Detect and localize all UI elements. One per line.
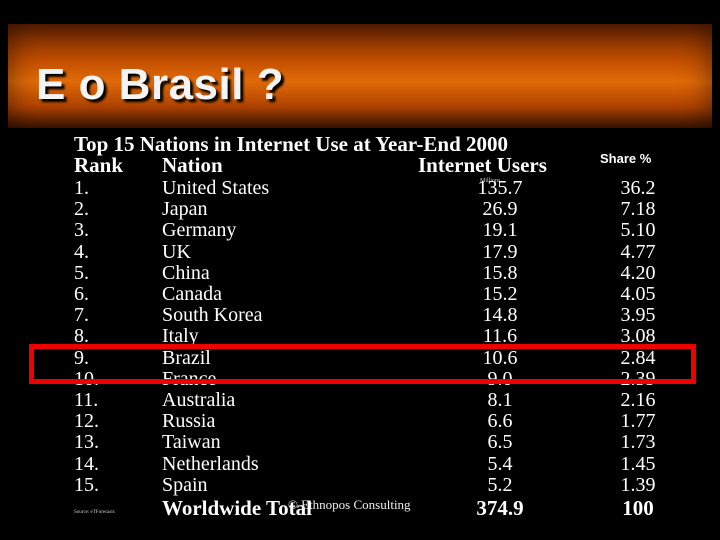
users-cell: 17.9 — [482, 240, 518, 263]
nation-cell: Canada — [162, 283, 222, 305]
share-cell: 2.84 — [620, 346, 656, 369]
column-header-nation: Nation — [162, 153, 223, 177]
users-cell: 6.5 — [487, 431, 513, 454]
table-row: 12. Russia 6.6 1.77 — [0, 411, 720, 432]
share-cell: 1.39 — [620, 473, 656, 496]
share-cell: 4.20 — [620, 261, 656, 284]
users-cell: 8.1 — [487, 389, 513, 411]
copyright-note: © Ethnopos Consulting — [288, 497, 411, 512]
total-label: Worldwide Total — [162, 496, 312, 520]
rank-cell: 7. — [74, 304, 89, 327]
share-cell: 2.39 — [620, 367, 656, 390]
rank-cell: 15. — [74, 473, 99, 496]
table-row: 3. Germany 19.1 5.10 — [0, 220, 720, 241]
column-header-rank: Rank — [74, 153, 124, 177]
brazil-highlight-box — [29, 344, 696, 384]
title-banner — [8, 24, 712, 128]
users-cell: 19.1 — [482, 219, 518, 242]
slide-title: E o Brasil ? — [36, 60, 285, 109]
nation-cell: Japan — [162, 198, 208, 221]
table-row: 11. Australia 8.1 2.16 — [0, 390, 720, 411]
users-cell: 5.4 — [487, 452, 513, 475]
table-row: 8. Italy 11.6 3.08 — [0, 326, 720, 347]
nation-cell: UK — [162, 240, 191, 263]
nation-cell: Germany — [162, 219, 237, 242]
nation-cell: United States — [162, 177, 270, 199]
rank-cell: 11. — [74, 389, 99, 411]
rank-cell: 6. — [74, 283, 89, 305]
users-cell: 15.8 — [482, 261, 518, 284]
table-row: 1. United States 135.7 36.2 — [0, 178, 720, 199]
share-cell: 7.18 — [620, 198, 656, 221]
rank-cell: 8. — [74, 325, 89, 348]
rank-cell: 1. — [74, 177, 89, 199]
users-cell: 26.9 — [482, 198, 518, 221]
rank-cell: 2. — [74, 198, 89, 221]
nation-cell: Russia — [162, 410, 216, 433]
share-cell: 3.95 — [620, 304, 656, 327]
users-cell: 11.6 — [482, 325, 518, 348]
rank-cell: 9. — [74, 346, 89, 369]
table-row: 9. Brazil 10.6 2.84 — [0, 346, 720, 369]
total-users: 374.9 — [476, 496, 524, 520]
rank-cell: 12. — [74, 410, 99, 433]
column-header-users: Internet Users — [418, 153, 547, 177]
users-cell: 6.6 — [487, 410, 513, 433]
nation-cell: Italy — [162, 325, 199, 348]
nation-cell: Spain — [162, 473, 208, 496]
nation-cell: China — [162, 261, 210, 284]
share-cell: 4.77 — [620, 240, 656, 263]
share-cell: 3.08 — [620, 325, 656, 348]
rank-cell: 5. — [74, 261, 89, 284]
table-row: 6. Canada 15.2 4.05 — [0, 284, 720, 305]
share-cell: 1.45 — [620, 452, 656, 475]
source-note: Source: eTForecasts — [74, 510, 115, 515]
table-row: 7. South Korea 14.8 3.95 — [0, 305, 720, 326]
share-cell: 1.77 — [620, 410, 656, 433]
users-cell: 10.6 — [482, 346, 518, 369]
total-share: 100 — [622, 496, 654, 520]
share-cell: 4.05 — [620, 283, 656, 305]
table-heading: Top 15 Nations in Internet Use at Year-E… — [74, 132, 509, 156]
units-note: Millions — [480, 178, 501, 184]
users-cell: 135.7 — [477, 177, 523, 199]
share-cell: 1.73 — [620, 431, 656, 454]
share-cell: 5.10 — [620, 219, 656, 242]
table-row: 13. Taiwan 6.5 1.73 — [0, 432, 720, 453]
rank-cell: 4. — [74, 240, 89, 263]
table-row: 5. China 15.8 4.20 — [0, 261, 720, 284]
rank-cell: 3. — [74, 219, 89, 242]
users-cell: 9.0 — [487, 367, 513, 390]
table-row: 2. Japan 26.9 7.18 — [0, 199, 720, 220]
table-row: 15. Spain 5.2 1.39 — [0, 473, 720, 496]
nation-cell: Taiwan — [162, 431, 221, 454]
users-cell: 15.2 — [482, 283, 518, 305]
column-header-share: Share % — [600, 151, 652, 166]
table-row: 14. Netherlands 5.4 1.45 — [0, 452, 720, 475]
rank-cell: 14. — [74, 452, 99, 475]
rank-cell: 13. — [74, 431, 99, 454]
nation-cell: South Korea — [162, 304, 263, 327]
nation-cell: Australia — [162, 389, 236, 411]
users-cell: 5.2 — [487, 473, 513, 496]
users-cell: 14.8 — [482, 304, 518, 327]
nation-cell: Brazil — [162, 346, 211, 369]
nation-cell: France — [162, 367, 217, 390]
rank-cell: 10. — [74, 367, 99, 390]
share-cell: 2.16 — [620, 389, 656, 411]
table-row: 10. France 9.0 2.39 — [0, 367, 720, 390]
table-row: 4. UK 17.9 4.77 — [0, 240, 720, 263]
nation-cell: Netherlands — [162, 452, 259, 475]
share-cell: 36.2 — [620, 177, 656, 199]
